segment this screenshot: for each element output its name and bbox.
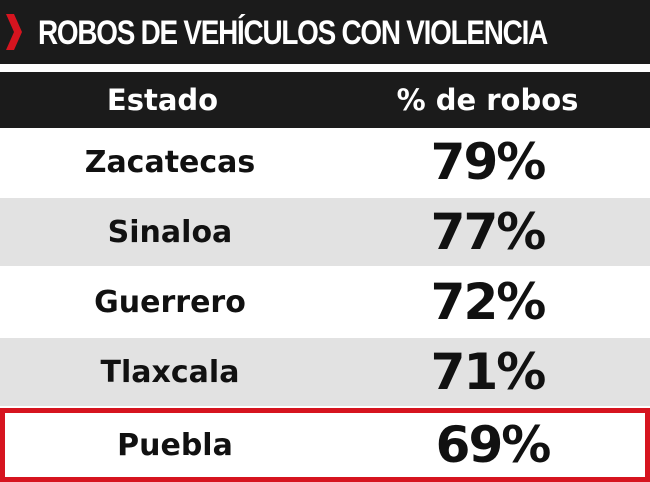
chevron-right-icon bbox=[6, 14, 22, 50]
percent-value: 71% bbox=[430, 343, 547, 401]
table-row-highlighted: Puebla 69% bbox=[0, 408, 650, 482]
percent-value: 69% bbox=[435, 416, 552, 474]
table-row: Tlaxcala 71% bbox=[0, 338, 650, 406]
percent-value: 77% bbox=[430, 203, 547, 261]
table-row: Sinaloa 77% bbox=[0, 198, 650, 266]
chart-title: ROBOS DE VEHÍCULOS CON VIOLENCIA bbox=[38, 14, 548, 52]
title-bar: ROBOS DE VEHÍCULOS CON VIOLENCIA bbox=[0, 0, 650, 64]
column-header-percent: % de robos bbox=[396, 83, 579, 117]
state-name: Sinaloa bbox=[107, 214, 233, 250]
state-name: Puebla bbox=[117, 427, 233, 463]
percent-value: 79% bbox=[430, 133, 547, 191]
column-header-state: Estado bbox=[106, 83, 219, 117]
table-header: Estado % de robos bbox=[0, 72, 650, 128]
table-row: Guerrero 72% bbox=[0, 268, 650, 336]
state-name: Guerrero bbox=[94, 284, 246, 320]
percent-value: 72% bbox=[430, 273, 547, 331]
state-name: Zacatecas bbox=[84, 144, 256, 180]
state-name: Tlaxcala bbox=[100, 354, 240, 390]
table-row: Zacatecas 79% bbox=[0, 128, 650, 196]
